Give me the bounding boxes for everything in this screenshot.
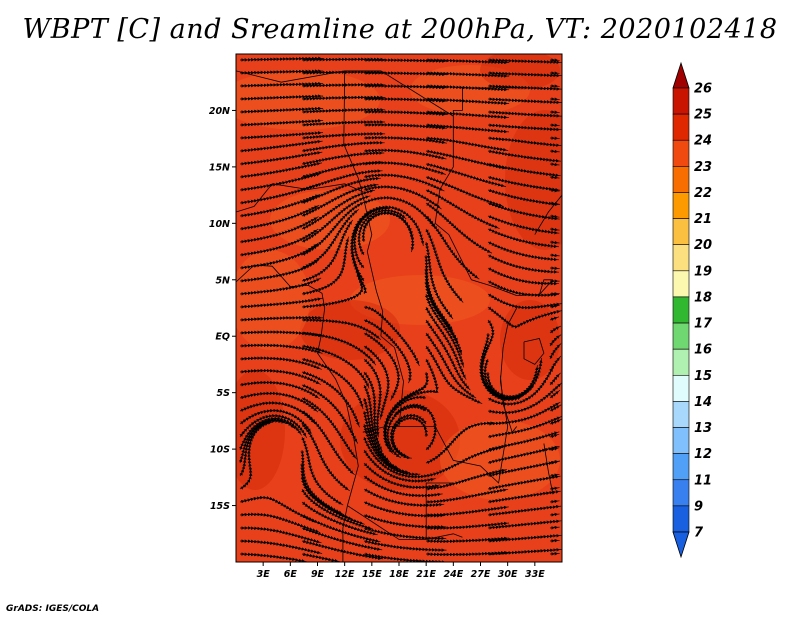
colorbar-label: 14 [694, 395, 712, 410]
colorbar-label: 21 [694, 212, 712, 227]
lon-tick-label: 24E [443, 569, 463, 580]
colorbar-label: 23 [694, 160, 712, 175]
lat-tick-label: 10S [210, 445, 230, 456]
colorbar-label: 22 [694, 186, 712, 201]
lat-tick-label: 5N [215, 275, 230, 286]
map-plot-area [235, 53, 563, 563]
lon-tick-label: 15E [362, 569, 382, 580]
colorbar-label: 26 [694, 82, 712, 97]
lon-tick-label: 3E [257, 569, 271, 580]
colorbar-swatch [672, 453, 690, 481]
latitude-axis: 20N 15N 10N 5N EQ 5S 10S 15S [209, 106, 236, 512]
colorbar-swatch [672, 113, 690, 141]
lat-tick-label: 15N [209, 162, 230, 173]
colorbar-bottom-arrow [672, 531, 690, 559]
lon-tick-label: 33E [525, 569, 545, 580]
colorbar-swatch [672, 218, 690, 246]
colorbar-swatch [672, 270, 690, 298]
longitude-axis: 3E 6E 9E 12E 15E 18E 21E 24E 27E 30E 33E [257, 562, 545, 580]
grads-credit: GrADS: IGES/COLA [6, 604, 100, 614]
lon-tick-label: 18E [389, 569, 409, 580]
colorbar-swatch [672, 505, 690, 533]
map-title: WBPT [C] and Sreamline at 200hPa, VT: 20… [22, 14, 778, 45]
colorbar-swatch [672, 401, 690, 428]
lat-tick-label: 20N [209, 106, 230, 117]
colorbar-swatch [672, 244, 690, 272]
lon-tick-label: 27E [471, 569, 491, 580]
lat-tick-label: EQ [215, 332, 230, 343]
colorbar-swatch [672, 139, 690, 167]
colorbar-label: 15 [694, 369, 712, 384]
colorbar-top-arrow [672, 61, 690, 89]
colorbar-label: 19 [694, 264, 712, 279]
colorbar-swatch [672, 296, 690, 324]
colorbar-label: 9 [694, 499, 703, 514]
colorbar-label: 7 [694, 526, 704, 541]
colorbar-label: 18 [694, 290, 712, 305]
colorbar-label: 17 [694, 317, 713, 332]
colorbar-label: 24 [694, 134, 712, 149]
colorbar-label: 16 [694, 343, 712, 358]
colorbar-label: 12 [694, 447, 712, 462]
lon-tick-label: 30E [498, 569, 518, 580]
colorbar-label: 13 [694, 421, 712, 436]
lon-tick-label: 21E [416, 569, 436, 580]
colorbar-swatch [672, 192, 690, 219]
lat-tick-label: 5S [217, 388, 231, 399]
colorbar-swatch [672, 166, 690, 193]
colorbar-label: 25 [694, 108, 712, 123]
colorbar: 26 25 24 23 22 21 20 19 18 17 16 15 14 13 12 11 9 7 [672, 61, 713, 559]
lon-tick-label: 9E [311, 569, 325, 580]
lat-tick-label: 10N [209, 219, 230, 230]
colorbar-swatch [672, 374, 690, 402]
colorbar-swatch [672, 427, 690, 454]
colorbar-swatch [672, 479, 690, 507]
colorbar-swatch [672, 87, 690, 115]
colorbar-swatch [672, 348, 690, 376]
lon-tick-label: 6E [284, 569, 298, 580]
streamline-layer [238, 56, 562, 562]
colorbar-swatch [672, 322, 690, 350]
colorbar-label: 20 [694, 238, 712, 253]
lat-tick-label: 15S [210, 501, 230, 512]
lon-tick-label: 12E [335, 569, 355, 580]
colorbar-label: 11 [694, 473, 712, 488]
